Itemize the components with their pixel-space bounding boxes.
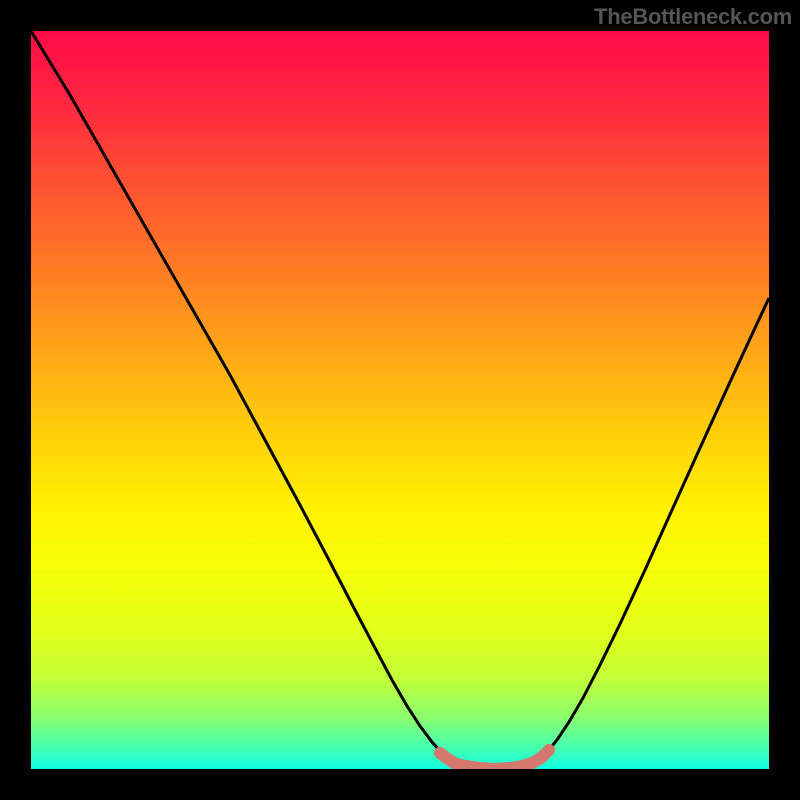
- chart-container: TheBottleneck.com: [0, 0, 800, 800]
- optimal-segment: [440, 750, 549, 769]
- curves-layer: [31, 31, 769, 769]
- bottleneck-curve: [31, 31, 769, 769]
- watermark-text: TheBottleneck.com: [594, 4, 792, 30]
- plot-area: [31, 31, 769, 769]
